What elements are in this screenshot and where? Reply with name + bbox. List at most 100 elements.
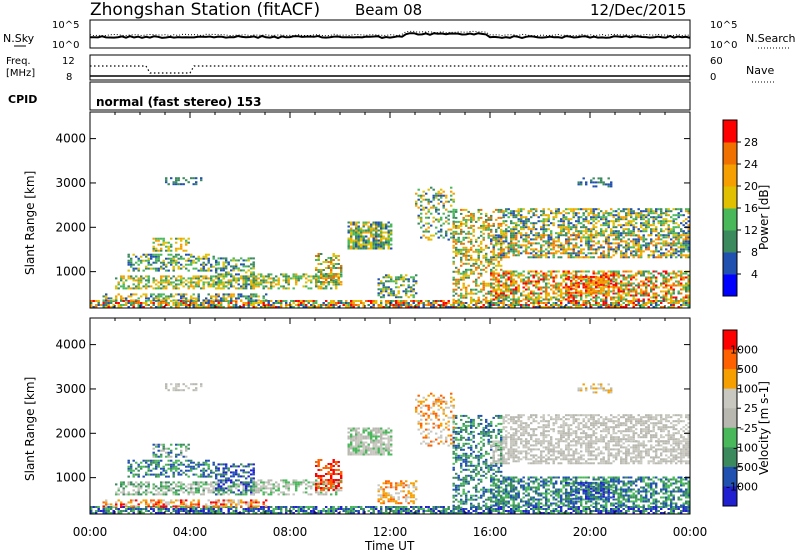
power-cell [120,306,123,308]
power-cell [567,298,570,301]
power-cell [567,291,570,294]
power-cell [170,259,173,262]
power-cell [450,186,453,189]
power-cell [205,297,208,300]
power-cell [500,240,503,243]
power-cell [575,238,578,241]
power-cell [552,224,555,227]
power-cell [347,247,350,250]
power-cell [502,304,505,306]
power-cell [482,294,485,297]
velocity-cell [195,512,198,514]
power-cell [517,210,520,213]
power-cell [607,185,610,188]
power-cell [640,230,643,233]
power-cell [562,306,565,308]
power-cell [560,252,563,255]
power-cell [392,294,395,297]
power-cell [552,244,555,247]
power-cell [680,250,683,253]
power-cell [492,246,495,249]
power-cell [470,272,473,275]
power-cell [367,304,370,306]
power-cell [442,202,445,205]
power-cell [577,212,580,215]
power-cell [152,247,155,250]
velocity-cell [117,510,120,512]
power-cell [480,290,483,293]
power-cell [497,294,500,297]
power-cell [542,240,545,243]
power-cell [502,274,505,277]
power-cell [680,256,683,259]
power-cell [317,269,320,271]
power-cell [382,231,385,234]
power-cell [667,278,670,281]
power-cell [435,192,438,195]
velocity-cell [195,508,198,510]
power-cell [650,290,653,293]
power-cell [652,294,655,297]
power-cell [567,230,570,233]
power-cell [507,294,510,297]
power-cell [622,230,625,233]
power-cell [412,284,415,287]
velocity-cell [285,508,288,510]
power-cell [167,304,170,306]
power-cell [555,236,558,239]
power-cell [385,231,388,234]
power-cell [162,263,165,266]
power-cell [672,250,675,253]
power-cell [330,281,333,283]
power-cell [502,282,505,285]
power-cell [662,280,665,283]
power-cell [105,293,108,296]
power-cell [517,298,520,301]
power-cell [250,263,253,266]
power-cell [552,242,555,245]
power-cell [520,222,523,225]
power-cell [225,273,228,276]
power-cell [647,292,650,295]
power-cell [250,295,253,298]
power-cell [627,290,630,293]
power-cell [330,275,333,277]
power-cell [502,302,505,304]
power-cell [502,290,505,293]
power-cell [667,232,670,235]
power-cell [572,274,575,277]
power-cell [262,279,265,282]
noise-right-label: N.Search [746,32,796,45]
power-cell [625,246,628,249]
power-cell [675,274,678,277]
power-cell [252,283,255,286]
power-cell [125,279,128,282]
power-cell [455,248,458,251]
power-cell [487,262,490,265]
power-cell [540,300,543,302]
power-cell [440,306,443,308]
power-cell [572,232,575,235]
power-cell [687,234,690,237]
power-cell [477,252,480,255]
power-cell [517,288,520,291]
power-cell [517,302,520,304]
power-cell [332,275,335,277]
power-cell [502,222,505,225]
power-cell [450,232,453,235]
power-cell [610,256,613,259]
power-cell [125,287,128,290]
power-cell [642,292,645,295]
power-cell [530,290,533,293]
power-cell [475,250,478,253]
power-cell [507,244,510,247]
power-cell [122,304,125,306]
power-cell [195,261,198,264]
power-cell [187,237,190,240]
power-cell [587,220,590,223]
power-cell [550,284,553,287]
power-cell [217,277,220,280]
power-cell [467,274,470,277]
power-cell [465,272,468,275]
power-cell [432,300,435,302]
